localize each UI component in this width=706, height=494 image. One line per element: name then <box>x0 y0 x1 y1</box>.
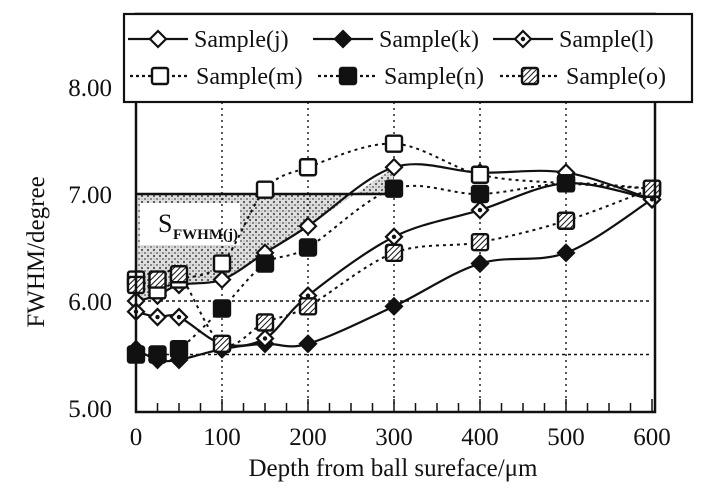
diamond-marker <box>556 243 576 263</box>
legend-item-samplem: Sample(m) <box>130 64 303 90</box>
square-marker <box>255 180 275 199</box>
square-marker <box>169 265 189 284</box>
diamond-marker <box>298 216 318 236</box>
legend-item-samplel: Sample(l) <box>493 27 654 53</box>
s-fwhm-annotation: S FWHM(j) <box>158 209 238 243</box>
square-marker <box>384 243 404 263</box>
legend-item-sampleo: Sample(o) <box>500 64 666 90</box>
axes: 0 100 200 300 400 500 600 5.00 6.00 7.00 8.00 <box>68 12 671 451</box>
diamond-marker <box>470 253 490 274</box>
square-marker <box>642 179 662 198</box>
series-layer <box>126 134 662 370</box>
square-marker <box>298 238 318 257</box>
square-marker <box>255 254 275 273</box>
legend-label: Sample(k) <box>379 27 479 53</box>
annotation-subscript: FWHM(j) <box>173 227 238 243</box>
x-tick-label: 500 <box>547 424 585 451</box>
square-marker <box>470 232 490 252</box>
legend-label: Sample(n) <box>384 64 484 90</box>
legend-label: Sample(l) <box>559 27 654 53</box>
x-axis-title: Depth from ball sureface/μm <box>249 455 539 482</box>
s-fwhm-shaded-area <box>136 167 394 301</box>
square-marker <box>148 345 167 364</box>
legend-label: Sample(m) <box>196 64 303 90</box>
square-marker <box>556 174 576 193</box>
square-marker <box>212 299 232 318</box>
square-marker <box>520 66 540 86</box>
square-marker <box>384 134 404 153</box>
diamond-marker <box>212 270 232 290</box>
annotation-s: S <box>158 209 172 238</box>
legend-label: Sample(j) <box>194 27 289 53</box>
x-tick-label: 600 <box>633 424 671 451</box>
square-marker <box>298 158 318 177</box>
square-marker <box>212 254 232 273</box>
square-marker <box>255 313 275 332</box>
square-marker <box>298 297 318 316</box>
y-tick-label: 6.00 <box>68 289 112 316</box>
square-marker <box>212 334 232 353</box>
legend-item-samplen: Sample(n) <box>318 64 484 90</box>
diamond-marker <box>384 296 404 316</box>
legend-label: Sample(o) <box>566 64 666 90</box>
square-marker <box>169 339 189 359</box>
legend: Sample(j) Sample(k) Sample(l) Sample(m) Samp… <box>122 12 694 104</box>
x-tick-label: 100 <box>203 424 241 451</box>
diamond-marker <box>298 334 318 354</box>
diamond-marker <box>384 157 404 177</box>
square-marker <box>384 179 404 198</box>
diamond-marker <box>333 29 353 49</box>
legend-item-samplej: Sample(j) <box>128 27 289 53</box>
square-marker <box>556 211 576 230</box>
square-marker <box>470 184 490 204</box>
y-tick-label: 5.00 <box>68 396 112 423</box>
x-tick-label: 200 <box>289 424 327 451</box>
x-tick-label: 400 <box>461 424 499 451</box>
square-marker <box>148 270 167 289</box>
x-tick-label: 300 <box>375 424 413 451</box>
legend-item-samplek: Sample(k) <box>313 27 479 53</box>
y-tick-label: 7.00 <box>68 182 112 209</box>
x-tick-label: 0 <box>130 424 143 451</box>
square-marker <box>338 66 358 86</box>
diamond-marker <box>148 29 168 49</box>
y-tick-label: 8.00 <box>68 75 112 102</box>
y-axis-title: FWHM/degree <box>23 176 50 327</box>
square-marker <box>470 165 490 184</box>
square-marker <box>150 66 170 86</box>
